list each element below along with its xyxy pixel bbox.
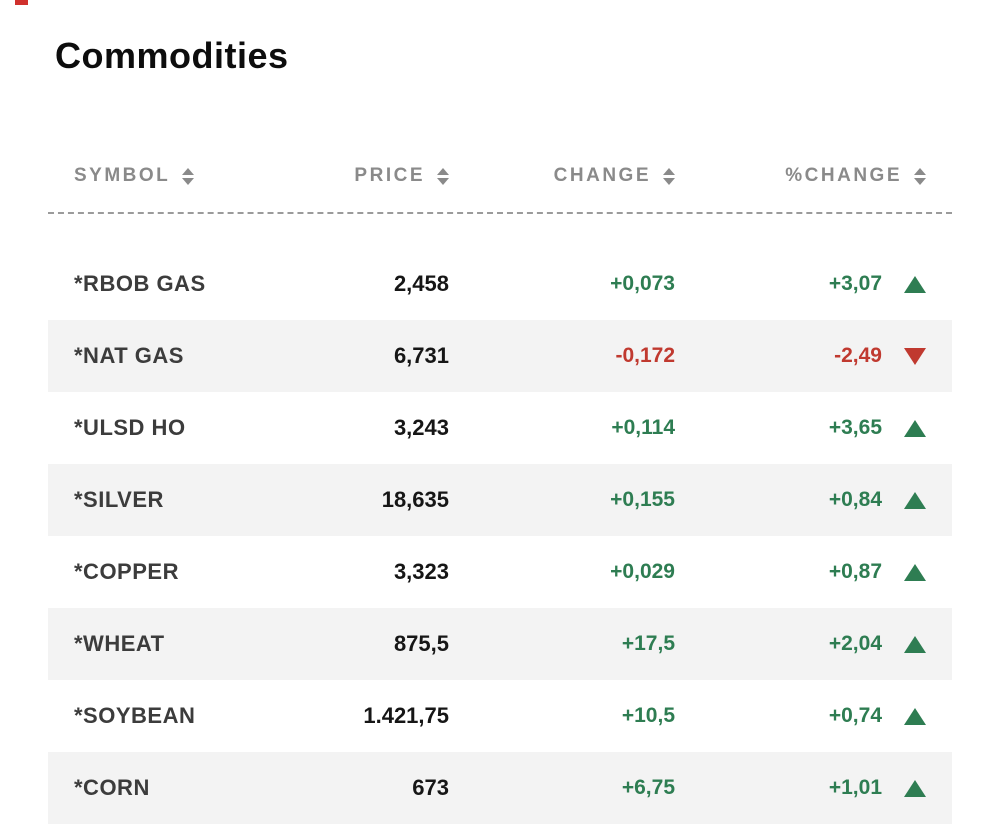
table-row[interactable]: *CORN 673 +6,75 +1,01 <box>48 752 952 824</box>
table-row[interactable]: *SOYBEAN 1.421,75 +10,5 +0,74 <box>48 680 952 752</box>
up-triangle-icon <box>904 491 926 509</box>
table-row[interactable]: *RBOB GAS 2,458 +0,073 +3,07 <box>48 248 952 320</box>
column-header-percent-change[interactable]: %CHANGE <box>675 165 926 187</box>
commodities-table: SYMBOL PRICE CHANGE %CHANGE *RBOB GAS 2,… <box>48 140 952 824</box>
table-body: *RBOB GAS 2,458 +0,073 +3,07 *NAT GAS 6,… <box>48 248 952 824</box>
sort-arrows-icon <box>182 167 195 185</box>
price-cell: 18,635 <box>381 487 449 512</box>
price-cell: 1.421,75 <box>363 703 449 728</box>
change-cell: +0,155 <box>610 488 675 511</box>
top-edge-red-mark <box>15 0 28 5</box>
table-row[interactable]: *COPPER 3,323 +0,029 +0,87 <box>48 536 952 608</box>
price-cell: 673 <box>412 775 449 800</box>
change-cell: +0,114 <box>611 416 675 439</box>
price-cell: 6,731 <box>393 343 449 368</box>
direction-arrow-cell <box>882 248 926 320</box>
sort-arrows-icon <box>914 167 926 185</box>
direction-arrow-cell <box>882 392 926 464</box>
percent-change-cell: +0,87 <box>828 560 882 583</box>
up-triangle-icon <box>904 635 926 653</box>
column-header-symbol-label: SYMBOL <box>74 165 171 186</box>
change-cell: +6,75 <box>621 776 675 799</box>
change-cell: +0,073 <box>610 272 675 295</box>
symbol-cell: *SILVER <box>74 487 164 512</box>
column-header-price-label: PRICE <box>354 165 425 186</box>
table-row[interactable]: *ULSD HO 3,243 +0,114 +3,65 <box>48 392 952 464</box>
page-title: Commodities <box>55 35 289 76</box>
column-header-percent-change-label: %CHANGE <box>785 165 902 186</box>
price-cell: 875,5 <box>393 631 449 656</box>
price-cell: 3,243 <box>393 415 449 440</box>
percent-change-cell: -2,49 <box>834 344 882 367</box>
direction-arrow-cell <box>882 680 926 752</box>
symbol-cell: *COPPER <box>74 559 179 584</box>
direction-arrow-cell <box>882 320 926 392</box>
header-divider <box>48 212 952 214</box>
change-cell: +17,5 <box>621 632 675 655</box>
direction-arrow-cell <box>882 464 926 536</box>
percent-change-cell: +3,65 <box>828 416 882 439</box>
symbol-cell: *WHEAT <box>74 631 165 656</box>
percent-change-cell: +0,84 <box>828 488 882 511</box>
change-cell: +0,029 <box>610 560 675 583</box>
up-triangle-icon <box>904 563 926 581</box>
sort-arrows-icon <box>663 167 675 185</box>
table-row[interactable]: *WHEAT 875,5 +17,5 +2,04 <box>48 608 952 680</box>
percent-change-cell: +3,07 <box>828 272 882 295</box>
up-triangle-icon <box>904 419 926 437</box>
up-triangle-icon <box>904 275 926 293</box>
table-row[interactable]: *SILVER 18,635 +0,155 +0,84 <box>48 464 952 536</box>
direction-arrow-cell <box>882 608 926 680</box>
table-row[interactable]: *NAT GAS 6,731 -0,172 -2,49 <box>48 320 952 392</box>
column-header-price[interactable]: PRICE <box>249 165 449 187</box>
percent-change-cell: +2,04 <box>828 632 882 655</box>
price-cell: 2,458 <box>393 271 449 296</box>
symbol-cell: *RBOB GAS <box>74 271 206 296</box>
column-header-symbol[interactable]: SYMBOL <box>74 165 249 187</box>
up-triangle-icon <box>904 779 926 797</box>
column-header-change[interactable]: CHANGE <box>449 165 675 187</box>
symbol-cell: *CORN <box>74 775 150 800</box>
column-header-change-label: CHANGE <box>553 165 651 186</box>
sort-arrows-icon <box>437 167 449 185</box>
down-triangle-icon <box>904 347 926 365</box>
up-triangle-icon <box>904 707 926 725</box>
change-cell: +10,5 <box>621 704 675 727</box>
table-header-row: SYMBOL PRICE CHANGE %CHANGE <box>48 140 952 212</box>
percent-change-cell: +1,01 <box>828 776 882 799</box>
symbol-cell: *ULSD HO <box>74 415 186 440</box>
symbol-cell: *NAT GAS <box>74 343 184 368</box>
symbol-cell: *SOYBEAN <box>74 703 196 728</box>
direction-arrow-cell <box>882 752 926 824</box>
percent-change-cell: +0,74 <box>828 704 882 727</box>
direction-arrow-cell <box>882 536 926 608</box>
price-cell: 3,323 <box>393 559 449 584</box>
change-cell: -0,172 <box>615 344 675 367</box>
